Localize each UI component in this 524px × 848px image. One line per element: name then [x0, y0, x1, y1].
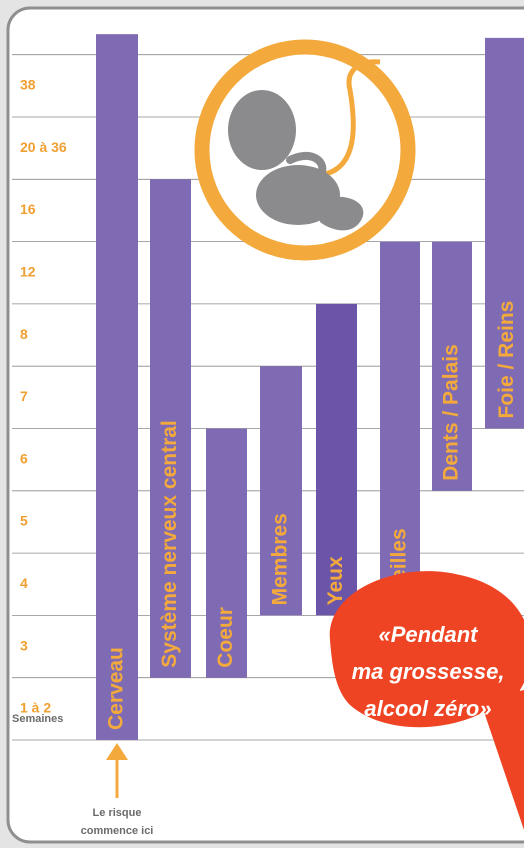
y-tick-label: 6: [20, 450, 28, 466]
bar-label: Yeux: [324, 556, 347, 605]
y-tick-label: 16: [20, 201, 36, 217]
page: {"chart_data": { "type": "range-bar", "a…: [0, 0, 524, 848]
y-tick-label: 20 à 36: [20, 139, 67, 155]
bar-label: Système nerveux central: [158, 420, 181, 667]
bar-label: Dents / Palais: [440, 344, 463, 481]
y-tick-label: 5: [20, 513, 28, 529]
bar-label: Membres: [269, 513, 292, 605]
bar-label: Coeur: [214, 607, 237, 668]
bar-label: Foie / Reins: [495, 301, 518, 419]
y-tick-label: 7: [20, 388, 28, 404]
y-tick-label: 4: [20, 575, 28, 591]
embryo-icon: [202, 47, 408, 253]
bar-label: Cerveau: [105, 647, 128, 730]
embryo-head: [228, 90, 296, 170]
bubble-text: ma grossesse,: [352, 659, 505, 684]
axis-title: Semaines: [12, 713, 63, 725]
y-tick-label: 3: [20, 637, 28, 653]
bar: [96, 34, 138, 740]
arrow-note: commence ici: [81, 825, 154, 837]
arrow-note: Le risque: [93, 807, 142, 819]
chart: 1 à 2345678121620 à 3638CerveauSystème n…: [0, 0, 524, 848]
bubble-text: «Pendant: [378, 622, 479, 647]
y-tick-label: 8: [20, 326, 28, 342]
bubble-text: alcool zéro»: [364, 696, 491, 721]
y-tick-label: 38: [20, 77, 36, 93]
y-tick-label: 12: [20, 263, 36, 279]
